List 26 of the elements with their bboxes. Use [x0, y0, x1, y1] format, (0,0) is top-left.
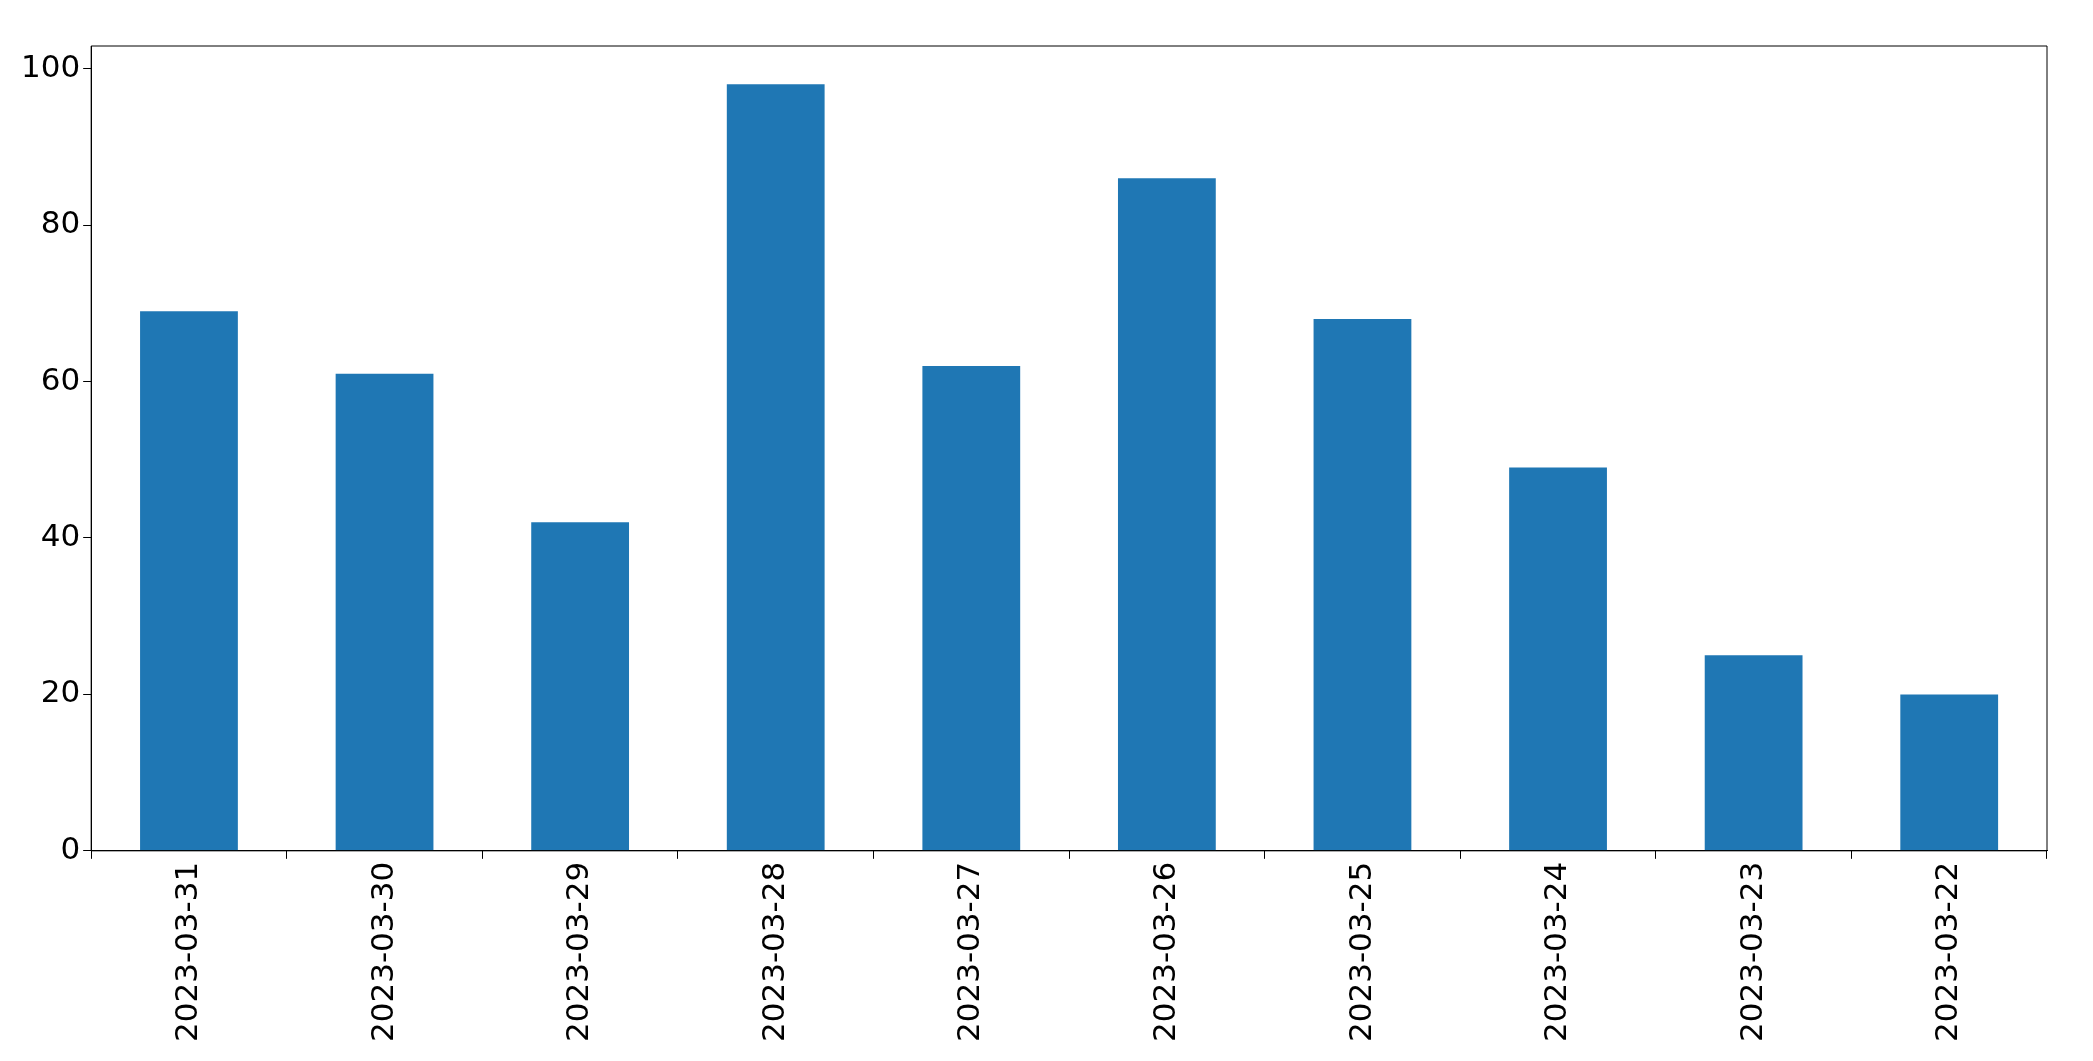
x-tick-label: 2023-03-22 [1928, 861, 1965, 1043]
x-tick-label: 2023-03-26 [1145, 861, 1182, 1043]
x-tick-label: 2023-03-28 [754, 861, 791, 1043]
y-tick-label: 0 [60, 829, 81, 866]
y-tick-label: 60 [40, 360, 81, 397]
x-tick-label: 2023-03-29 [559, 861, 596, 1043]
y-tick-label: 80 [40, 204, 81, 241]
bar [922, 365, 1021, 851]
x-tick-label: 2023-03-23 [1732, 861, 1769, 1043]
bar [1900, 694, 1999, 851]
bar [1704, 655, 1803, 851]
y-tick-label: 40 [40, 517, 81, 554]
bar [335, 373, 434, 851]
bar [1117, 178, 1216, 851]
x-tick-label: 2023-03-31 [168, 861, 205, 1043]
x-tick-label: 2023-03-30 [363, 861, 400, 1043]
bar [726, 84, 825, 851]
x-tick-label: 2023-03-25 [1341, 861, 1378, 1043]
y-tick-label: 100 [21, 47, 81, 84]
bar [531, 522, 630, 851]
bar [1313, 318, 1412, 851]
x-tick-label: 2023-03-24 [1537, 861, 1574, 1043]
bar [1509, 467, 1607, 851]
x-tick-label: 2023-03-27 [950, 861, 987, 1043]
bar [140, 311, 238, 851]
y-tick-label: 20 [40, 673, 81, 710]
